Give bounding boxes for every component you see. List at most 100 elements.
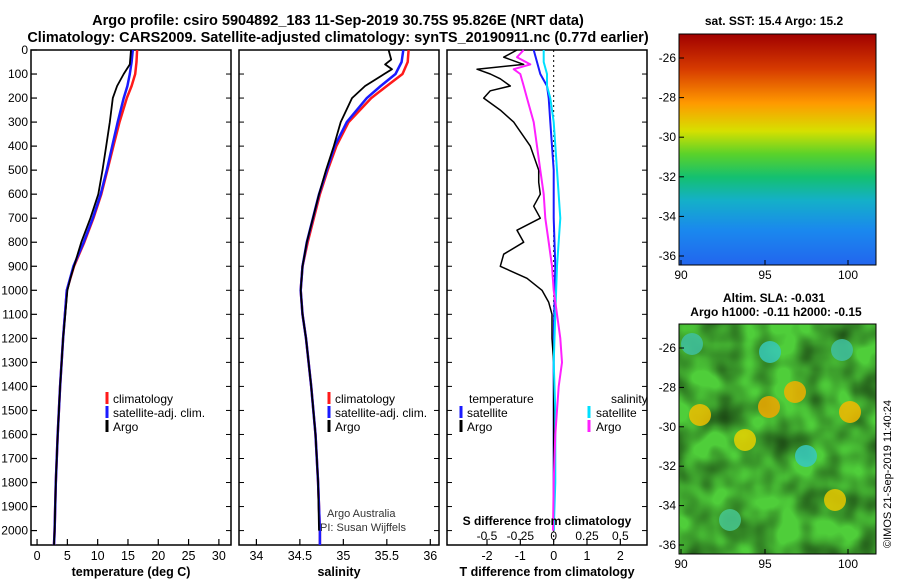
x-tick-label: 0: [550, 549, 557, 563]
lat-tick-label: -32: [659, 459, 677, 473]
imos-timestamp: ©IMOS 21-Sep-2019 11:40:24: [882, 400, 894, 548]
s-tick-label: 0: [550, 529, 557, 543]
depth-tick-label: 1500: [1, 403, 28, 417]
sla-map-title1: Altim. SLA: -0.031: [723, 291, 825, 305]
lat-tick-label: -28: [659, 380, 677, 394]
depth-tick-label: 200: [8, 91, 28, 105]
sla-map-features: [681, 333, 861, 531]
depth-tick-label: 900: [8, 259, 28, 273]
series-line-t-satellite: [532, 49, 557, 531]
lat-tick-label: -36: [659, 538, 677, 552]
header-line1: Argo profile: csiro 5904892_183 11-Sep-2…: [92, 13, 584, 29]
lat-tick-label: -30: [659, 130, 677, 144]
lat-tick-label: -32: [659, 170, 677, 184]
sla-eddy: [784, 381, 806, 403]
sst-map-axes: -26 -28 -30 -32 -34 -36 90 95 100: [659, 51, 859, 282]
depth-tick-label: 1600: [1, 427, 28, 441]
lon-tick-label: 90: [674, 268, 688, 282]
depth-axis: 0 100 200 300 400 500 600 700 800 900 1000 1100 1200…: [1, 43, 37, 538]
x-tick-label: 34: [249, 549, 263, 563]
lat-tick-label: -28: [659, 91, 677, 105]
series-line-satellite-adj-clim-: [52, 49, 135, 546]
diff-legend-salinity: salinity: [611, 392, 648, 406]
diff-legend-s-argo-label: Argo: [596, 420, 622, 434]
x-tick-label: 1: [584, 549, 591, 563]
x-tick-label: -2: [481, 549, 492, 563]
diff-legend-temperature: temperature: [469, 392, 534, 406]
x-tick-label: -1: [515, 549, 526, 563]
depth-tick-label: 700: [8, 211, 28, 225]
diff-legend-t-satellite-label: satellite: [467, 406, 508, 420]
temperature-legend: climatology satellite-adj. clim. Argo: [105, 392, 205, 434]
temperature-panel-frame: [30, 49, 232, 546]
s-difference-axis-label: S difference from climatology: [463, 514, 632, 528]
sst-map-field: [679, 34, 876, 265]
legend-climatology-label: climatology: [335, 392, 395, 406]
difference-chart: -2 -1 0 1 2 -0.5 -0.25 0 0.25 0.5: [447, 49, 647, 563]
x-tick-label: 10: [91, 549, 105, 563]
sla-eddy: [689, 404, 711, 426]
x-tick-label: 35.5: [375, 549, 399, 563]
depth-tick-label: 400: [8, 139, 28, 153]
x-tick-label: 0: [34, 549, 41, 563]
depth-tick-label: 1700: [1, 451, 28, 465]
s-tick-label: -0.25: [507, 529, 535, 543]
credits-line2: PI: Susan Wijffels: [320, 522, 406, 534]
sla-eddy: [839, 401, 861, 423]
depth-tick-label: 600: [8, 187, 28, 201]
lat-tick-label: -26: [659, 341, 677, 355]
series-line-t-argo: [476, 49, 555, 531]
sla-eddy: [719, 509, 741, 531]
s-tick-label: 0.5: [612, 529, 629, 543]
lat-tick-label: -34: [659, 499, 677, 513]
x-tick-label: 36: [423, 549, 437, 563]
sla-eddy: [681, 333, 703, 355]
depth-tick-label: 1900: [1, 500, 28, 514]
salinity-chart: 34 34.5 35 35.5 36: [239, 49, 439, 563]
lon-tick-label: 95: [758, 268, 772, 282]
sst-map-title: sat. SST: 15.4 Argo: 15.2: [705, 14, 844, 28]
sla-eddy: [759, 341, 781, 363]
x-tick-label: 5: [64, 549, 71, 563]
lat-tick-label: -30: [659, 420, 677, 434]
legend-climatology-label: climatology: [113, 392, 173, 406]
legend-argo-label: Argo: [113, 420, 139, 434]
lat-tick-label: -26: [659, 51, 677, 65]
legend-satellite-label: satellite-adj. clim.: [335, 406, 427, 420]
x-tick-label: 34.5: [288, 549, 312, 563]
x-tick-label: 15: [121, 549, 135, 563]
depth-tick-label: 100: [8, 67, 28, 81]
depth-tick-label: 500: [8, 163, 28, 177]
depth-tick-label: 800: [8, 235, 28, 249]
series-line-satellite-adj-clim-: [299, 49, 405, 545]
s-tick-label: -0.5: [477, 529, 498, 543]
depth-tick-label: 300: [8, 115, 28, 129]
lat-tick-label: -36: [659, 249, 677, 263]
lon-tick-label: 95: [758, 557, 772, 571]
lon-tick-label: 100: [838, 557, 858, 571]
depth-tick-label: 1000: [1, 283, 28, 297]
sla-map-texture: [679, 324, 876, 554]
temperature-axis-label: temperature (deg C): [72, 565, 191, 579]
sla-eddy: [795, 445, 817, 467]
depth-tick-label: 1400: [1, 379, 28, 393]
legend-satellite-label: satellite-adj. clim.: [113, 406, 205, 420]
depth-tick-label: 2000: [1, 524, 28, 538]
depth-tick-label: 1300: [1, 355, 28, 369]
difference-axis-label: T difference from climatology: [459, 565, 634, 579]
credits-line1: Argo Australia: [327, 508, 396, 520]
legend-argo-label: Argo: [335, 420, 361, 434]
sla-map-title2: Argo h1000: -0.11 h2000: -0.15: [690, 305, 862, 319]
lon-tick-label: 90: [674, 557, 688, 571]
x-tick-label: 35: [336, 549, 350, 563]
depth-tick-label: 0: [21, 43, 28, 57]
salinity-axis-label: salinity: [317, 565, 360, 579]
x-tick-label: 30: [212, 549, 226, 563]
lat-tick-label: -34: [659, 209, 677, 223]
x-tick-label: 20: [151, 549, 165, 563]
sla-map-axes: -26 -28 -30 -32 -34 -36 90 95 100: [659, 341, 859, 571]
sla-eddy: [831, 339, 853, 361]
sla-map-frame: [678, 323, 877, 555]
depth-tick-label: 1100: [2, 307, 28, 321]
